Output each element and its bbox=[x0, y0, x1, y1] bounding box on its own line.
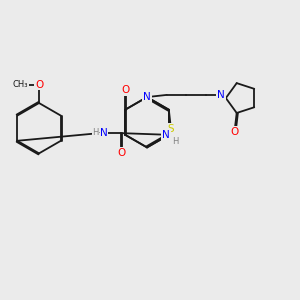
Text: H: H bbox=[96, 129, 103, 138]
Text: H: H bbox=[92, 128, 98, 137]
Text: O: O bbox=[118, 148, 126, 158]
Text: O: O bbox=[121, 85, 129, 95]
Text: O: O bbox=[35, 80, 43, 89]
Text: N: N bbox=[100, 128, 108, 138]
Text: S: S bbox=[168, 124, 174, 134]
Text: N: N bbox=[217, 90, 225, 100]
Text: N: N bbox=[217, 90, 225, 100]
Text: N: N bbox=[162, 130, 170, 140]
Text: H: H bbox=[172, 137, 179, 146]
Text: N: N bbox=[143, 92, 151, 102]
Text: CH₃: CH₃ bbox=[13, 80, 28, 89]
Text: O: O bbox=[230, 127, 238, 136]
